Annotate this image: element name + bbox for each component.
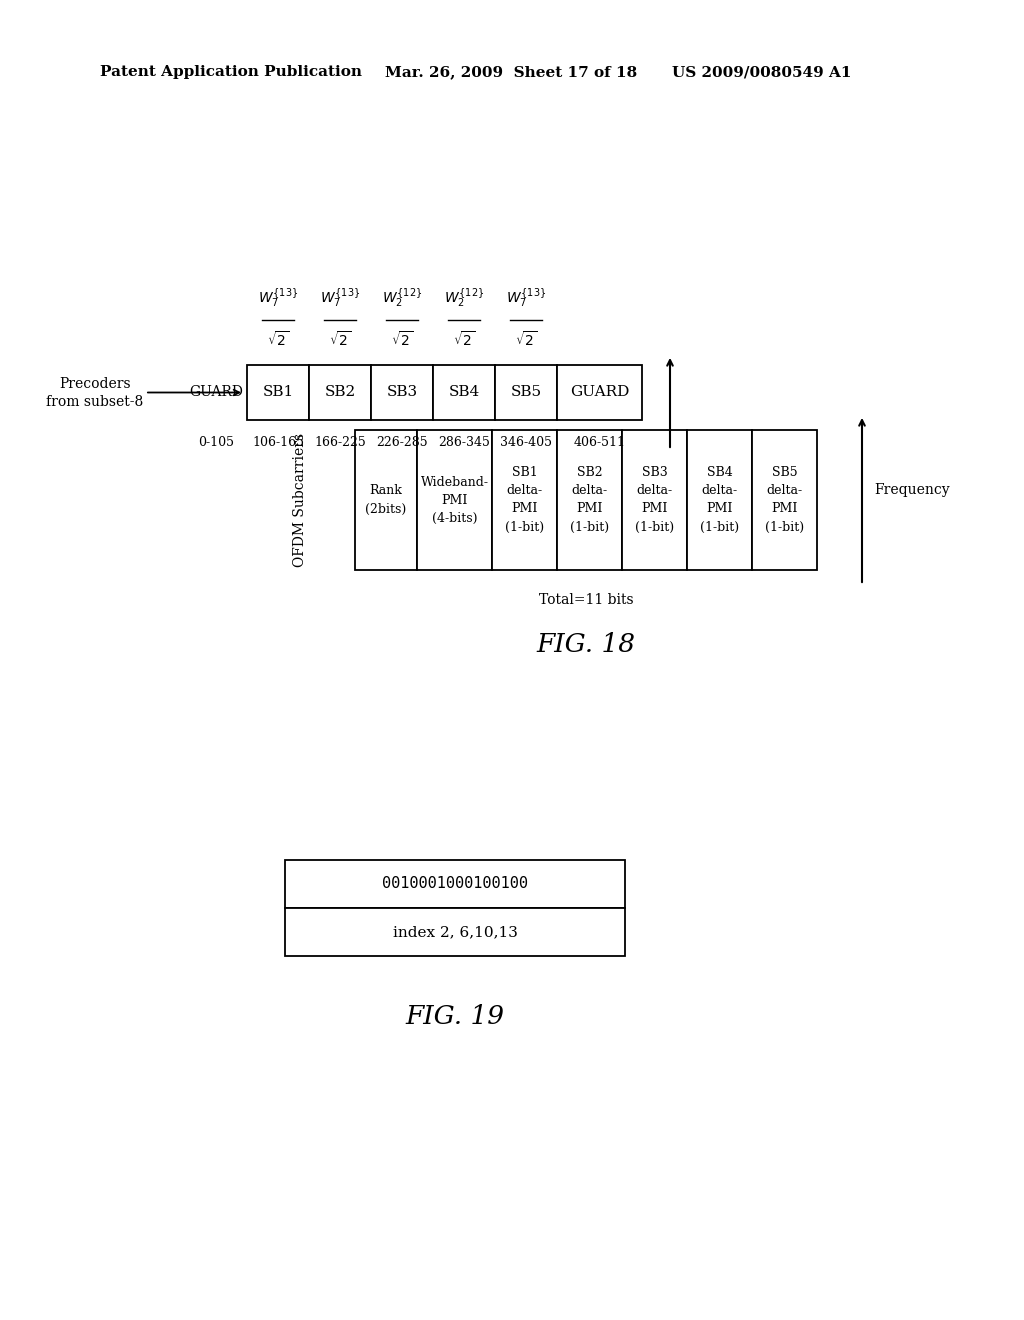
- Text: 286-345: 286-345: [438, 436, 489, 449]
- Bar: [417, 430, 492, 570]
- Text: SB1: SB1: [262, 385, 294, 400]
- Text: index 2, 6,10,13: index 2, 6,10,13: [392, 925, 517, 939]
- Text: Rank
(2bits): Rank (2bits): [366, 484, 407, 516]
- Text: FIG. 19: FIG. 19: [406, 1003, 505, 1028]
- Bar: [355, 430, 417, 570]
- Bar: [309, 366, 371, 420]
- Text: $\sqrt{2}$: $\sqrt{2}$: [329, 330, 351, 350]
- Text: Precoders: Precoders: [59, 378, 131, 392]
- Text: US 2009/0080549 A1: US 2009/0080549 A1: [672, 65, 852, 79]
- Text: OFDM Subcarriers: OFDM Subcarriers: [293, 433, 307, 568]
- Bar: [752, 430, 817, 570]
- Text: 346-405: 346-405: [500, 436, 552, 449]
- Text: SB2: SB2: [325, 385, 355, 400]
- Bar: [371, 366, 433, 420]
- Text: SB3: SB3: [386, 385, 418, 400]
- Bar: [622, 430, 687, 570]
- Bar: [285, 861, 625, 908]
- Bar: [285, 908, 625, 956]
- Text: Wideband-
PMI
(4-bits): Wideband- PMI (4-bits): [421, 475, 488, 524]
- Text: Frequency: Frequency: [874, 483, 949, 498]
- Text: FIG. 18: FIG. 18: [537, 632, 636, 657]
- Text: $W_7^{\{13\}}$: $W_7^{\{13\}}$: [506, 286, 546, 310]
- Bar: [687, 430, 752, 570]
- Text: SB1
delta-
PMI
(1-bit): SB1 delta- PMI (1-bit): [505, 466, 544, 533]
- Text: 406-511: 406-511: [573, 436, 626, 449]
- Bar: [247, 366, 309, 420]
- Text: $W_2^{\{12\}}$: $W_2^{\{12\}}$: [443, 286, 484, 310]
- Text: $\sqrt{2}$: $\sqrt{2}$: [267, 330, 289, 350]
- Text: SB5
delta-
PMI
(1-bit): SB5 delta- PMI (1-bit): [765, 466, 804, 533]
- Bar: [433, 366, 495, 420]
- Text: $W_2^{\{12\}}$: $W_2^{\{12\}}$: [382, 286, 422, 310]
- Bar: [557, 430, 622, 570]
- Text: SB2
delta-
PMI
(1-bit): SB2 delta- PMI (1-bit): [570, 466, 609, 533]
- Bar: [557, 366, 642, 420]
- Text: SB5: SB5: [510, 385, 542, 400]
- Text: $\sqrt{2}$: $\sqrt{2}$: [391, 330, 413, 350]
- Text: 226-285: 226-285: [376, 436, 428, 449]
- Text: GUARD: GUARD: [189, 385, 243, 400]
- Text: SB4
delta-
PMI
(1-bit): SB4 delta- PMI (1-bit): [700, 466, 739, 533]
- Text: SB4: SB4: [449, 385, 479, 400]
- Text: Total=11 bits: Total=11 bits: [539, 593, 633, 607]
- Text: $W_7^{\{13\}}$: $W_7^{\{13\}}$: [258, 286, 298, 310]
- Text: Mar. 26, 2009  Sheet 17 of 18: Mar. 26, 2009 Sheet 17 of 18: [385, 65, 637, 79]
- Text: 106-165: 106-165: [252, 436, 304, 449]
- Text: 0010001000100100: 0010001000100100: [382, 876, 528, 891]
- Text: $\sqrt{2}$: $\sqrt{2}$: [515, 330, 537, 350]
- Bar: [492, 430, 557, 570]
- Text: 0-105: 0-105: [198, 436, 234, 449]
- Text: GUARD: GUARD: [569, 385, 629, 400]
- Text: from subset-8: from subset-8: [46, 396, 143, 409]
- Text: $\sqrt{2}$: $\sqrt{2}$: [453, 330, 475, 350]
- Text: SB3
delta-
PMI
(1-bit): SB3 delta- PMI (1-bit): [635, 466, 674, 533]
- Text: $W_7^{\{13\}}$: $W_7^{\{13\}}$: [319, 286, 360, 310]
- Text: 166-225: 166-225: [314, 436, 366, 449]
- Text: Patent Application Publication: Patent Application Publication: [100, 65, 362, 79]
- Bar: [495, 366, 557, 420]
